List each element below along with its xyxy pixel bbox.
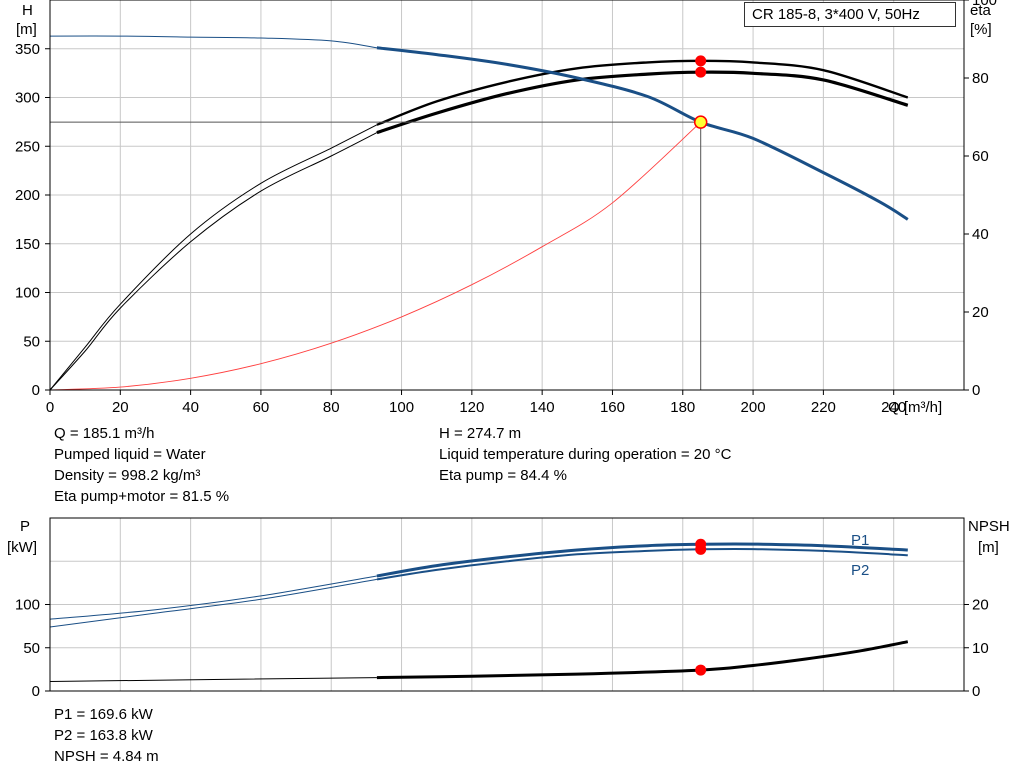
axis-labels: H [m] eta [%] Q [m³/h] P [kW] NPSH [m] P… <box>7 2 1010 579</box>
x-tick-label: 200 <box>741 399 766 416</box>
x-tick-label: 160 <box>600 399 625 416</box>
eta-pump-motor-marker <box>695 66 707 78</box>
eta-pump-readout: Eta pump = 84.4 % <box>439 467 567 484</box>
npsh-line-extended <box>49 677 377 682</box>
h-tick-label: 300 <box>15 90 40 107</box>
p2-readout: P2 = 163.8 kW <box>54 727 153 744</box>
x-tick-label: 180 <box>670 399 695 416</box>
bottom-chart-series <box>49 538 909 682</box>
h-tick-label: 50 <box>23 333 40 350</box>
head-line-extended <box>49 35 377 49</box>
density-readout: Density = 998.2 kg/m³ <box>54 467 201 484</box>
eta-pump-marker <box>695 55 707 67</box>
eta-pump-line <box>376 59 909 126</box>
eta-tick-label: 40 <box>972 226 989 243</box>
eta-tick-label: 100 <box>972 0 997 9</box>
bottom-plot-frame <box>49 517 965 692</box>
x-tick-label: 100 <box>389 399 414 416</box>
p1-series-label: P1 <box>851 532 869 549</box>
x-tick-label: 80 <box>323 399 340 416</box>
top-plot-frame <box>49 0 965 391</box>
duty-info-right: H = 274.7 m Liquid temperature during op… <box>439 423 731 486</box>
plot-frames <box>49 0 965 692</box>
npsh-tick-label: 10 <box>972 640 989 657</box>
p2-line <box>376 547 908 581</box>
h-unit-label: [m] <box>16 21 37 38</box>
npsh-line <box>376 640 909 680</box>
p-tick-label: 50 <box>23 640 40 657</box>
p-tick-label: 0 <box>32 683 40 700</box>
p-axis-label: P <box>20 518 30 535</box>
x-tick-label: 120 <box>459 399 484 416</box>
h-tick-label: 200 <box>15 187 40 204</box>
npsh-tick-label: 0 <box>972 683 980 700</box>
x-tick-label: 0 <box>46 399 54 416</box>
power-info: P1 = 169.6 kW P2 = 163.8 kW NPSH = 4.84 … <box>54 704 159 767</box>
top-chart-tick-labels: 0 20 40 60 80 100 120 140 160 180 200 220 2400501001… <box>15 0 997 416</box>
h-tick-label: 0 <box>32 382 40 399</box>
p2-series-label: P2 <box>851 562 869 579</box>
duty-info-left: Q = 185.1 m³/h Pumped liquid = Water Den… <box>54 423 229 507</box>
x-tick-label: 240 <box>881 399 906 416</box>
eta-tick-label: 20 <box>972 304 989 321</box>
eta-pump-line-extended <box>49 124 378 391</box>
npsh-readout: NPSH = 4.84 m <box>54 748 159 765</box>
npsh-marker <box>695 664 707 676</box>
h-axis-label: H <box>22 2 33 19</box>
h-tick-label: 150 <box>15 236 40 253</box>
head-line <box>376 46 909 221</box>
liquid-temperature-readout: Liquid temperature during operation = 20… <box>439 446 732 463</box>
eta-tick-label: 60 <box>972 148 989 165</box>
top-chart-series <box>49 35 909 391</box>
p-unit-label: [kW] <box>7 539 37 556</box>
x-tick-label: 20 <box>112 399 129 416</box>
p-tick-label: 100 <box>15 597 40 614</box>
eta-pump-motor-line <box>376 70 909 135</box>
q-axis-label: Q [m³/h] <box>888 399 942 416</box>
head-readout: H = 274.7 m <box>439 425 522 442</box>
p1-line-extended <box>49 575 377 620</box>
eta-pump-motor-line-extended <box>49 132 378 391</box>
eta-tick-label: 80 <box>972 70 989 87</box>
bottom-chart-grid <box>49 517 965 692</box>
eta-tick-label: 0 <box>972 382 980 399</box>
h-tick-label: 100 <box>15 285 40 302</box>
flow-readout: Q = 185.1 m³/h <box>54 425 155 442</box>
x-tick-label: 60 <box>253 399 270 416</box>
npsh-unit-label: [m] <box>978 539 999 556</box>
duty-point-marker <box>693 115 708 129</box>
system-curve-line <box>49 121 702 391</box>
top-chart-grid <box>49 0 965 391</box>
pumped-liquid-readout: Pumped liquid = Water <box>54 446 206 463</box>
p2-line-extended <box>49 578 377 628</box>
p1-line <box>376 542 908 578</box>
eta-unit-label: [%] <box>970 21 992 38</box>
npsh-axis-label: NPSH <box>968 518 1010 535</box>
x-tick-label: 40 <box>182 399 199 416</box>
eta-axis-label: eta <box>970 2 992 19</box>
p2-marker <box>695 543 707 555</box>
npsh-tick-label: 20 <box>972 597 989 614</box>
x-tick-label: 140 <box>530 399 555 416</box>
h-tick-label: 250 <box>15 138 40 155</box>
p1-readout: P1 = 169.6 kW <box>54 706 153 723</box>
bottom-chart-tick-labels: 0 50 100 0 10 20 <box>15 597 989 701</box>
h-tick-label: 350 <box>15 41 40 58</box>
x-tick-label: 220 <box>811 399 836 416</box>
model-label: CR 185-8, 3*400 V, 50Hz <box>744 2 956 27</box>
eta-pump-motor-readout: Eta pump+motor = 81.5 % <box>54 488 230 505</box>
